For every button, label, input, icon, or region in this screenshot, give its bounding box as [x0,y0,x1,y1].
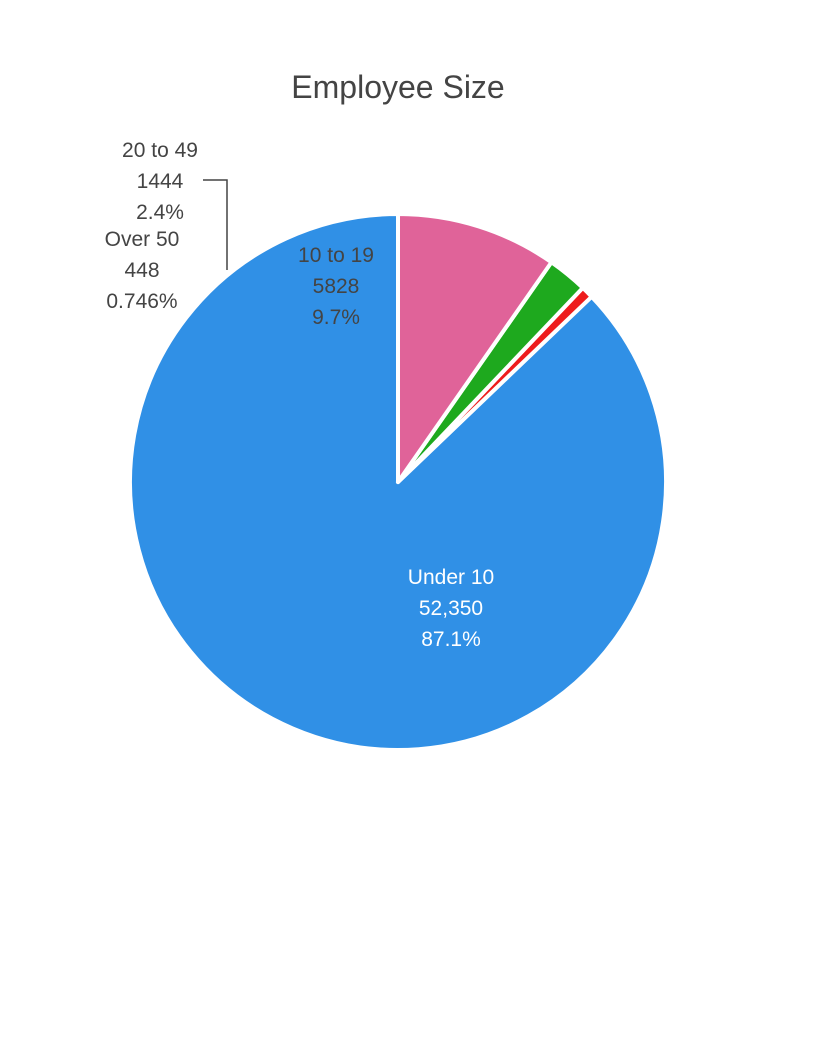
slice-label-value: 1444 [137,170,184,193]
slice-label-name: Under 10 [408,566,494,589]
slice-label-percent: 87.1% [421,628,481,651]
slice-label-name: 20 to 49 [122,139,198,162]
slice-label-percent: 0.746% [106,290,177,313]
leader-line-20-to-49 [203,179,228,270]
pie-slice-10-to-19[interactable] [396,212,554,484]
slice-label-20-to-49: 20 to 49 1444 2.4% [122,139,198,224]
slice-labels: Under 10 52,350 87.1% Over 50 448 0.746% 20 to… [105,139,495,651]
pie-slices [128,212,668,752]
slice-label-value: 448 [124,259,159,282]
slice-label-over-50: Over 50 448 0.746% [105,228,180,313]
chart-title: Employee Size [291,69,504,105]
leader-lines [203,179,228,270]
slice-label-10-to-19: 10 to 19 5828 9.7% [298,244,374,329]
slice-label-percent: 2.4% [136,201,184,224]
slice-label-name: 10 to 19 [298,244,374,267]
slice-label-percent: 9.7% [312,306,360,329]
slice-label-value: 52,350 [419,597,483,620]
slice-label-value: 5828 [313,275,360,298]
slice-label-name: Over 50 [105,228,180,251]
slice-label-under-10: Under 10 52,350 87.1% [408,566,494,651]
